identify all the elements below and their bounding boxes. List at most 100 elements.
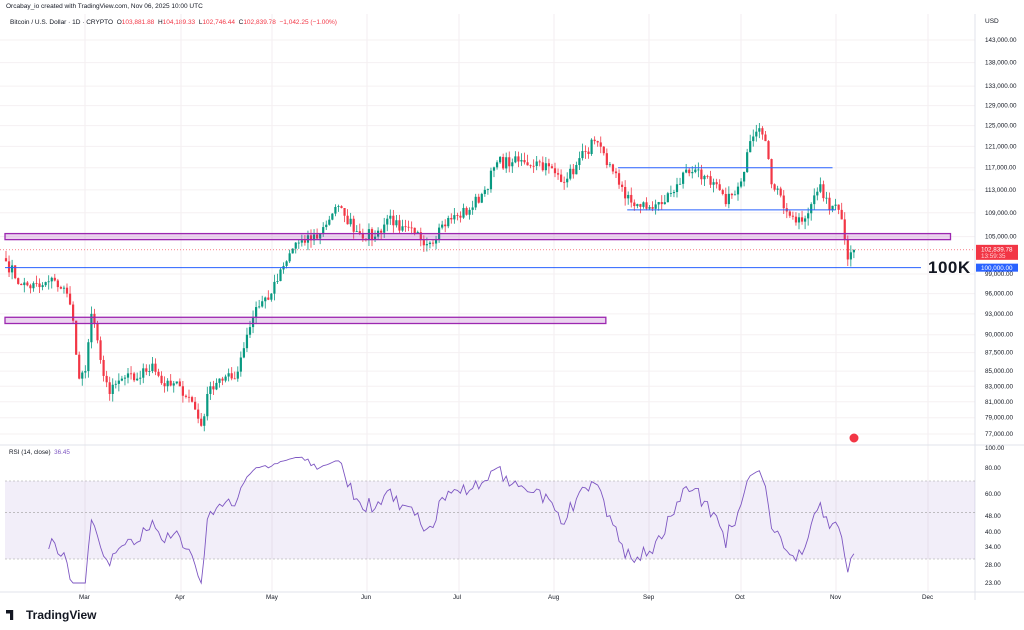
candle-body <box>776 188 779 190</box>
candle-body <box>660 202 663 205</box>
candle-body <box>184 395 188 397</box>
candle-body <box>355 231 358 232</box>
high-value: 104,189.33 <box>162 19 196 26</box>
candle-body <box>535 161 538 167</box>
candle-body <box>581 151 584 159</box>
candle-body <box>669 193 672 194</box>
candle-body <box>425 244 428 246</box>
brand-name: TradingView <box>26 608 97 622</box>
countdown-label: 13:59:35 <box>981 253 1006 260</box>
time-tick-label: Sep <box>643 594 655 601</box>
price-tick-label: 121,000.00 <box>985 143 1017 150</box>
candle-body <box>715 182 718 185</box>
candle-body <box>462 207 465 218</box>
candle-body <box>654 204 657 209</box>
candle-body <box>468 209 471 215</box>
candle-body <box>736 186 740 195</box>
candle-body <box>779 188 782 196</box>
candle-body <box>450 217 453 220</box>
chart-credit: Orcabay_io created with TradingView.com,… <box>6 3 203 10</box>
candle-body <box>84 371 87 373</box>
time-tick-label: Aug <box>548 594 560 601</box>
candle-body <box>370 229 374 240</box>
time-tick-label: Jun <box>361 594 372 601</box>
low-label: L <box>198 19 203 26</box>
candle-body <box>447 217 450 227</box>
candle-body <box>343 208 346 216</box>
candle-body <box>47 281 50 283</box>
candle-body <box>593 139 596 142</box>
candle-body <box>29 285 32 289</box>
candle-body <box>651 207 654 209</box>
candle-body <box>718 184 721 191</box>
candle-body <box>822 184 825 199</box>
candle-body <box>495 162 499 168</box>
candle-body <box>706 175 709 177</box>
candle-body <box>441 224 444 228</box>
candle-body <box>309 235 313 241</box>
candle-body <box>99 340 102 360</box>
candle-body <box>605 153 608 166</box>
candle-body <box>480 193 483 203</box>
candle-body <box>212 386 215 390</box>
rsi-label: RSI (14, close) <box>9 449 51 456</box>
candle-body <box>746 152 749 172</box>
candle-body <box>709 176 712 185</box>
price-tick-label: 117,000.00 <box>985 165 1017 172</box>
candle-body <box>224 376 227 381</box>
candle-body <box>800 217 804 222</box>
level-price-badge <box>976 263 1018 272</box>
candle-body <box>453 215 456 220</box>
candle-body <box>32 283 35 289</box>
candle-body <box>666 193 669 203</box>
candle-body <box>755 131 758 137</box>
price-tick-label: 93,000.00 <box>985 311 1014 318</box>
candle-body <box>556 173 560 175</box>
candle-body <box>761 128 764 135</box>
candle-body <box>477 196 480 203</box>
candle-body <box>541 162 544 171</box>
candle-body <box>194 401 197 410</box>
candle-body <box>62 287 66 289</box>
candle-body <box>590 139 593 155</box>
rsi-tick-label: 40.00 <box>985 529 1001 536</box>
candle-body <box>322 227 325 234</box>
candle-body <box>53 277 56 281</box>
candle-body <box>245 334 249 349</box>
candle-body <box>108 382 111 394</box>
candle-body <box>300 240 303 243</box>
time-tick-label: Apr <box>175 594 185 601</box>
candle-body <box>142 368 145 378</box>
candle-body <box>700 169 703 180</box>
candle-body <box>834 204 837 206</box>
candle-body <box>160 375 163 384</box>
price-tick-label: 81,000.00 <box>985 399 1014 406</box>
level-annotation-100k: 100K <box>928 258 971 277</box>
price-tick-label: 133,000.00 <box>985 83 1017 90</box>
candle-body <box>215 382 218 390</box>
candle-body <box>50 277 53 282</box>
time-tick-label: Mar <box>79 594 90 601</box>
candle-body <box>596 141 599 143</box>
candle-body <box>331 213 334 220</box>
candle-body <box>233 378 236 380</box>
candle-body <box>96 323 99 341</box>
tradingview-logo[interactable]: TradingView <box>6 608 96 622</box>
candle-body <box>788 211 791 216</box>
candle-body <box>739 181 743 187</box>
candle-body <box>312 234 316 241</box>
symbol-title[interactable]: Bitcoin / U.S. Dollar · 1D · CRYPTO <box>10 19 114 26</box>
candle-body <box>258 306 261 308</box>
candle-body <box>276 281 279 282</box>
candle-body <box>752 136 755 142</box>
candle-body <box>685 169 688 173</box>
candle-body <box>392 215 395 226</box>
currency-label: USD <box>985 18 999 25</box>
candle-body <box>261 301 264 307</box>
support-resistance-box <box>4 232 952 241</box>
candle-body <box>465 207 468 215</box>
ohlc-legend: Bitcoin / U.S. Dollar · 1D · CRYPTO O103… <box>10 19 337 26</box>
candle-body <box>675 184 679 193</box>
candle-body <box>489 170 493 190</box>
